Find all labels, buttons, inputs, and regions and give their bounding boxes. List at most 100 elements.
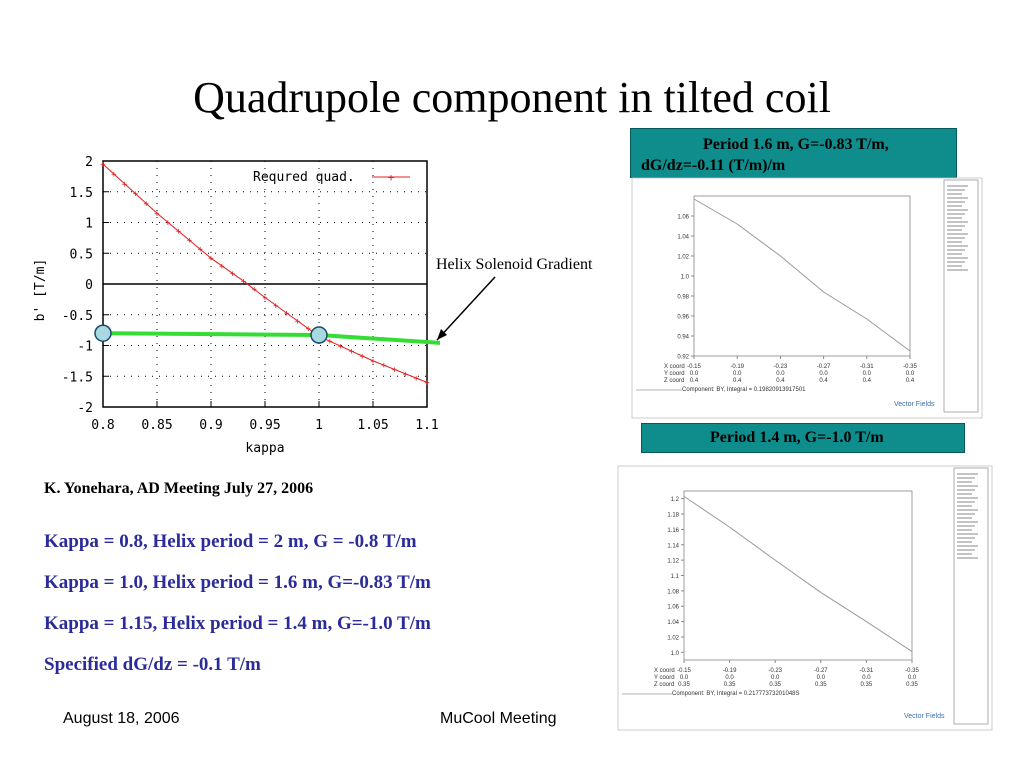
coord-value: 0.0 (863, 371, 872, 377)
annotation-arrow (436, 276, 496, 341)
y-tick-label: 1.2 (671, 497, 680, 503)
coord-value: -0.27 (817, 364, 831, 370)
bullet-kappa-1-0: Kappa = 1.0, Helix period = 1.6 m, G=-0.… (44, 572, 431, 593)
required-quad-marker: + (143, 199, 149, 209)
required-quad-marker: + (273, 301, 279, 311)
y-tick-label: 0.92 (677, 355, 689, 361)
coord-row-label: Y coord (664, 371, 685, 377)
coord-value: 0.4 (733, 378, 742, 384)
x-tick-label: 0.95 (249, 418, 280, 433)
coord-value: 0.0 (733, 371, 742, 377)
y-tick-label: 1.06 (677, 215, 689, 221)
y-tick-label: 1.5 (70, 186, 93, 201)
x-tick-label: 1 (315, 418, 323, 433)
box1-line2: dG/dz=-0.11 (T/m)/m (641, 157, 786, 174)
coord-value: 0.35 (678, 682, 690, 688)
y-tick-label: -1 (77, 340, 93, 355)
y-tick-label: 1.04 (667, 620, 679, 626)
vector-fields-logo: Vector Fields (904, 713, 945, 720)
required-quad-marker: + (176, 227, 182, 237)
coord-value: -0.23 (774, 364, 788, 370)
coord-value: 0.4 (819, 378, 828, 384)
quad-gradient-chart: 0.8 0.85 0.9 0.95 1 1.05 1.1 2 1.5 1 0.5 0 -0.5 -1 -1.… (33, 155, 440, 456)
helix-point (94, 324, 112, 342)
legend-label: Requred quad. (253, 170, 355, 185)
vector-fields-logo: Vector Fields (894, 401, 935, 408)
period-1-6-box: Period 1.6 m, G=-0.83 T/m, dG/dz=-0.11 (… (630, 128, 957, 178)
x-tick-label: 0.8 (91, 418, 114, 433)
required-quad-marker: + (230, 269, 236, 279)
footer-meeting: MuCool Meeting (440, 710, 557, 727)
coord-value: 0.35 (906, 682, 918, 688)
coord-value: 0.35 (724, 682, 736, 688)
footer-date: August 18, 2006 (63, 710, 180, 727)
y-tick-label: 1.02 (677, 255, 689, 261)
y-tick-label: -2 (77, 401, 93, 416)
coord-row-label: Z coord (664, 378, 684, 384)
y-tick-label: 1.06 (667, 605, 679, 611)
coord-row-label: X coord (664, 364, 685, 370)
coord-value: 0.0 (817, 675, 826, 681)
y-axis-label: b' [T/m] (33, 259, 48, 322)
bullet-dgdz: Specified dG/dz = -0.1 T/m (44, 654, 261, 675)
required-quad-marker: + (327, 337, 333, 347)
x-axis-label: kappa (245, 441, 284, 456)
x-tick-label: 0.85 (141, 418, 172, 433)
y-tick-label: -0.5 (62, 309, 93, 324)
required-quad-marker: + (403, 370, 409, 380)
slide-title: Quadrupole component in tilted coil (193, 73, 831, 122)
field-curve (683, 495, 913, 652)
required-quad-marker: + (122, 180, 128, 190)
coord-value: 0.4 (776, 378, 785, 384)
required-quad-marker: + (381, 361, 387, 371)
required-quad-marker: + (197, 245, 203, 255)
y-tick-label: 1.08 (667, 589, 679, 595)
required-quad-marker: + (424, 378, 430, 388)
field-curve (693, 198, 911, 352)
component-line: Component: BY, Integral = 0.198209139175… (682, 387, 806, 393)
y-tick-label: 0.94 (677, 335, 689, 341)
y-tick-label: 0.96 (677, 315, 689, 321)
y-tick-label: 1.04 (677, 235, 689, 241)
bullet-kappa-0-8: Kappa = 0.8, Helix period = 2 m, G = -0.… (44, 531, 417, 552)
author-line: K. Yonehara, AD Meeting July 27, 2006 (44, 480, 314, 497)
coord-value: 0.0 (908, 675, 917, 681)
coord-value: 0.0 (690, 371, 699, 377)
coord-value: 0.4 (906, 378, 915, 384)
required-quad-marker: + (241, 277, 247, 287)
y-tick-label: -1.5 (62, 370, 93, 385)
coord-value: 0.35 (769, 682, 781, 688)
required-quad-marker: + (349, 347, 355, 357)
y-tick-label: 0 (85, 278, 93, 293)
coord-value: 0.35 (815, 682, 827, 688)
y-tick-label: 1.16 (667, 528, 679, 534)
field-plot-2: 1.2 1.18 1.16 1.14 1.12 1.1 1.08 1.06 1.04 1.02 1.… (617, 465, 993, 731)
coord-value: -0.19 (723, 668, 737, 674)
coord-value: 0.0 (680, 675, 689, 681)
coord-row-label: X coord (654, 668, 675, 674)
helix-solenoid-label: Helix Solenoid Gradient (436, 256, 593, 273)
required-quad-marker: + (262, 294, 268, 304)
required-quad-marker: + (219, 262, 225, 272)
x-tick-label: 1.1 (415, 418, 438, 433)
required-quad-marker: + (338, 342, 344, 352)
y-tick-label: 1.02 (667, 635, 679, 641)
coord-value: 0.0 (906, 371, 915, 377)
required-quad-marker: + (305, 325, 311, 335)
y-tick-label: 0.5 (70, 247, 93, 262)
required-quad-marker: + (100, 160, 106, 170)
legend-marker: + (388, 171, 395, 184)
box2-line1: Period 1.4 m, G=-1.0 T/m (710, 429, 884, 446)
coord-value: 0.0 (725, 675, 734, 681)
field-plot-1: 1.061.041.021.00.980.960.940.92X coord -0… (631, 177, 983, 419)
required-quad-marker: + (251, 285, 257, 295)
coord-value: 0.35 (861, 682, 873, 688)
info-panel (943, 179, 979, 413)
bullet-kappa-1-15: Kappa = 1.15, Helix period = 1.4 m, G=-1… (44, 613, 431, 634)
coord-value: 0.0 (776, 371, 785, 377)
required-quad-marker: + (208, 254, 214, 264)
coord-value: -0.27 (814, 668, 828, 674)
coord-value: -0.15 (687, 364, 701, 370)
plot-window (617, 465, 993, 731)
required-quad-marker: + (392, 365, 398, 375)
